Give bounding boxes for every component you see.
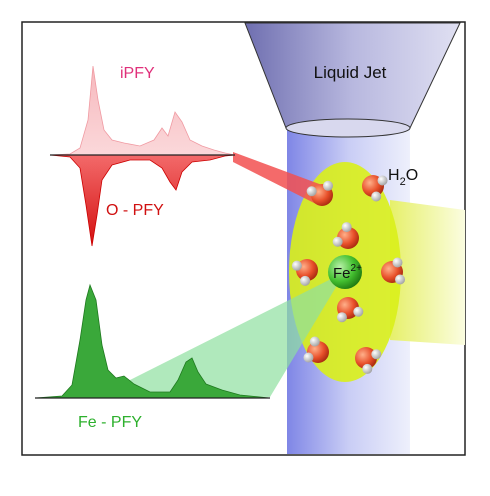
oxygen bbox=[355, 347, 377, 369]
iron-ion bbox=[328, 255, 362, 289]
hydrogen bbox=[341, 222, 352, 233]
hydrogen bbox=[371, 191, 382, 202]
hydrogen bbox=[336, 312, 347, 323]
hydrogen bbox=[291, 260, 302, 271]
hydrogen bbox=[353, 306, 364, 317]
hydrogen bbox=[392, 257, 403, 268]
hydrogen bbox=[303, 352, 314, 363]
fe-beam bbox=[100, 272, 345, 397]
hydrogen bbox=[309, 336, 320, 347]
nozzle-opening bbox=[285, 118, 411, 138]
opfy-spectrum bbox=[49, 154, 236, 247]
hydrogen bbox=[300, 275, 311, 286]
emission-cone bbox=[390, 200, 465, 345]
hydrogen bbox=[306, 186, 317, 197]
hydrogen bbox=[332, 236, 343, 247]
o-beam bbox=[233, 152, 322, 205]
iron-label: Fe2+ bbox=[333, 263, 362, 282]
hydrogen bbox=[323, 180, 334, 191]
water-h: H bbox=[388, 167, 400, 184]
iron-charge: 2+ bbox=[351, 263, 363, 274]
water-sub: 2 bbox=[400, 176, 406, 188]
hydrogen bbox=[371, 349, 382, 360]
oxygen bbox=[337, 227, 359, 249]
hydrogen bbox=[362, 363, 373, 374]
ipfy-label: iPFY bbox=[120, 65, 155, 82]
jet-label: Liquid Jet bbox=[314, 63, 387, 82]
molecules bbox=[291, 175, 406, 374]
opfy-label: O - PFY bbox=[106, 202, 164, 219]
ipfy-spectrum bbox=[49, 65, 236, 156]
hydrogen bbox=[395, 274, 406, 285]
hydrogen bbox=[377, 175, 388, 186]
water-label: H2O bbox=[388, 167, 418, 188]
iron-base: Fe bbox=[333, 265, 351, 282]
fe-spectrum bbox=[34, 283, 271, 399]
water-o: O bbox=[406, 167, 418, 184]
fepfy-label: Fe - PFY bbox=[78, 414, 142, 431]
